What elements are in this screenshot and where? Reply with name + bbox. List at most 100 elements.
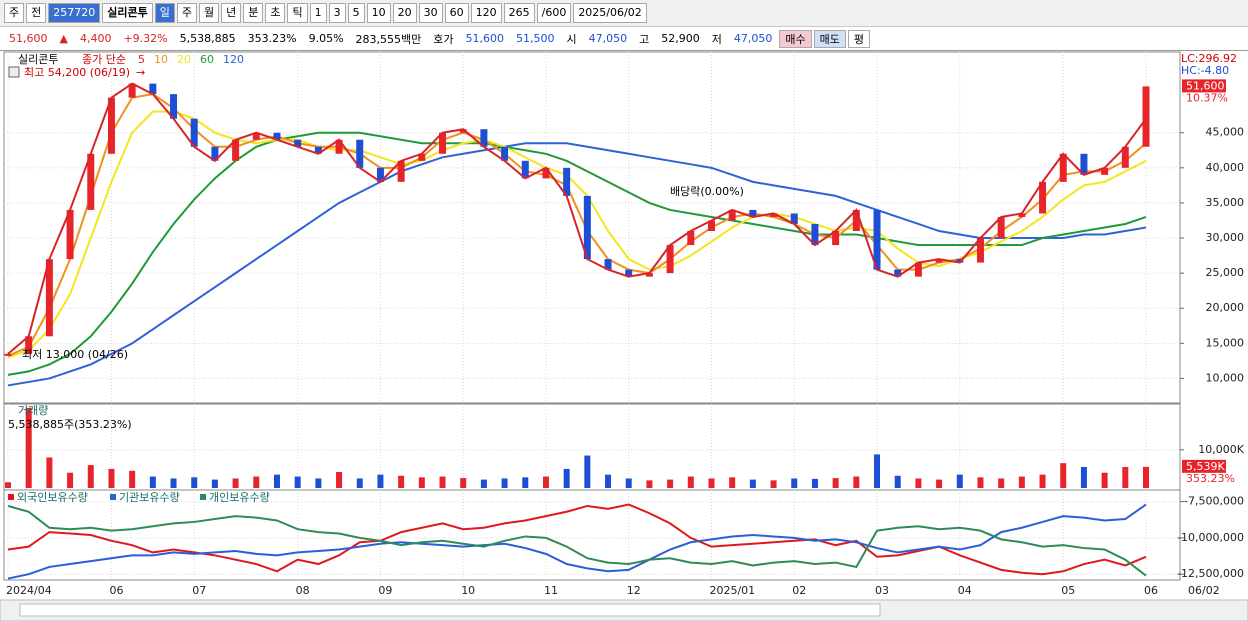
low-label: 최저 13,000 (04/26) bbox=[22, 348, 128, 361]
volume-bar bbox=[232, 478, 239, 488]
candle bbox=[480, 129, 488, 147]
volume-bar bbox=[1143, 466, 1149, 488]
volume-bar bbox=[853, 476, 860, 488]
x-tick-label: 09 bbox=[378, 584, 392, 597]
volume-bar bbox=[273, 474, 280, 488]
toolbar-item[interactable]: 10 bbox=[366, 3, 391, 23]
legend-entry: 120 bbox=[223, 53, 244, 66]
info-item: 저 bbox=[711, 32, 722, 46]
volume-bar bbox=[356, 478, 363, 488]
y-tick-label: 25,000 bbox=[1206, 266, 1245, 279]
toolbar-item[interactable]: 월 bbox=[198, 3, 220, 23]
legend-entry: 외국인보유수량 bbox=[17, 491, 88, 504]
y-tick-label: -7,500,000 bbox=[1184, 495, 1244, 508]
background bbox=[0, 52, 1248, 600]
volume-subtitle: 5,538,885주(353.23%) bbox=[8, 418, 132, 431]
toolbar-item[interactable]: 분 bbox=[243, 3, 264, 23]
toolbar-item[interactable]: 3 bbox=[328, 3, 346, 23]
volume-bar bbox=[522, 477, 529, 488]
toolbar-item[interactable]: 주 bbox=[176, 3, 197, 23]
volume-bar bbox=[646, 480, 653, 488]
candle bbox=[459, 129, 467, 133]
toolbar-item[interactable]: 일 bbox=[154, 3, 175, 23]
toolbar-item[interactable]: 2025/06/02 bbox=[573, 3, 647, 23]
candle bbox=[997, 216, 1005, 239]
candle bbox=[583, 195, 591, 260]
candle bbox=[335, 139, 343, 154]
candle bbox=[1059, 153, 1067, 182]
legend-entry: 60 bbox=[200, 53, 214, 66]
volume-bar bbox=[894, 475, 901, 488]
info-item: 4,400 bbox=[79, 32, 112, 45]
volume-bar bbox=[1101, 472, 1108, 488]
y-tick-label: 45,000 bbox=[1206, 126, 1245, 139]
hc-label: HC:-4.80 bbox=[1181, 64, 1229, 77]
y-tick-label: 35,000 bbox=[1206, 196, 1245, 209]
x-tick-label: 2024/04 bbox=[6, 584, 52, 597]
toolbar-item[interactable]: 년 bbox=[221, 3, 242, 23]
info-row: 51,600 ▲ 4,400 +9.32% 5,538,885 353.23% 9.05% 2… bbox=[0, 27, 1248, 51]
last-price-box bbox=[1182, 79, 1226, 93]
toolbar-item[interactable]: 60 bbox=[444, 3, 469, 23]
info-item: 52,900 bbox=[661, 32, 700, 45]
toolbar-item[interactable]: 5 bbox=[347, 3, 365, 23]
legend-entry: 10 bbox=[154, 53, 168, 66]
x-tick-label: 06 bbox=[1144, 584, 1158, 597]
volume-bar bbox=[211, 479, 218, 488]
candle bbox=[439, 132, 447, 154]
toolbar-item[interactable]: 257720 bbox=[48, 3, 101, 23]
x-tick-label: 03 bbox=[875, 584, 889, 597]
x-tick-label: 2025/01 bbox=[709, 584, 755, 597]
candle bbox=[252, 132, 260, 140]
info-item: 고 bbox=[639, 32, 650, 46]
volume-bar bbox=[811, 478, 818, 488]
candle bbox=[107, 97, 115, 154]
candle bbox=[418, 153, 426, 161]
toolbar-item[interactable]: 1 bbox=[309, 3, 327, 23]
y-tick-label: -12,500,000 bbox=[1177, 567, 1244, 580]
volume-bar bbox=[5, 482, 11, 488]
y-tick-label: -10,000,000 bbox=[1177, 531, 1244, 544]
candle bbox=[707, 220, 715, 232]
volume-bar bbox=[584, 455, 591, 488]
candle bbox=[542, 167, 550, 179]
toolbar-item[interactable]: 265 bbox=[503, 3, 535, 23]
holding-line bbox=[7, 503, 1147, 580]
toolbar-item[interactable]: 초 bbox=[265, 3, 286, 23]
candle bbox=[397, 160, 405, 182]
candle bbox=[645, 273, 653, 277]
toolbar-item[interactable]: 20 bbox=[392, 3, 417, 23]
scroll-track bbox=[19, 603, 881, 617]
volume-bar bbox=[625, 478, 632, 488]
candle bbox=[376, 167, 384, 182]
info-item: 매도 bbox=[813, 29, 846, 48]
moving-average bbox=[7, 142, 1147, 387]
candle bbox=[976, 238, 984, 263]
candle bbox=[811, 223, 819, 246]
volume-bar bbox=[874, 454, 881, 488]
x-tick-label: 06 bbox=[109, 584, 123, 597]
toolbar-item[interactable]: 주 bbox=[4, 3, 25, 23]
x-date-label: 06/02 bbox=[1188, 584, 1220, 597]
candle bbox=[1039, 181, 1047, 214]
toolbar-item[interactable]: 전 bbox=[26, 3, 47, 23]
toolbar-item[interactable]: /600 bbox=[536, 3, 572, 23]
volume-bar bbox=[667, 479, 674, 488]
candle bbox=[894, 269, 902, 277]
volume-bar bbox=[191, 477, 198, 488]
volume-bar bbox=[542, 476, 549, 488]
candle bbox=[770, 213, 778, 217]
volume-bar bbox=[149, 476, 156, 488]
price-pane bbox=[3, 51, 1181, 404]
moving-average bbox=[7, 131, 1147, 376]
moving-average bbox=[7, 82, 1147, 355]
toolbar-item[interactable]: 120 bbox=[470, 3, 502, 23]
legend-swatch bbox=[110, 494, 116, 500]
toolbar-item[interactable]: 30 bbox=[418, 3, 443, 23]
candle bbox=[1121, 146, 1129, 168]
toolbar-item[interactable]: 틱 bbox=[287, 3, 308, 23]
y-tick-label: 15,000 bbox=[1206, 336, 1245, 349]
candle bbox=[873, 209, 881, 270]
toolbar-item[interactable]: 실리콘투 bbox=[102, 3, 153, 23]
